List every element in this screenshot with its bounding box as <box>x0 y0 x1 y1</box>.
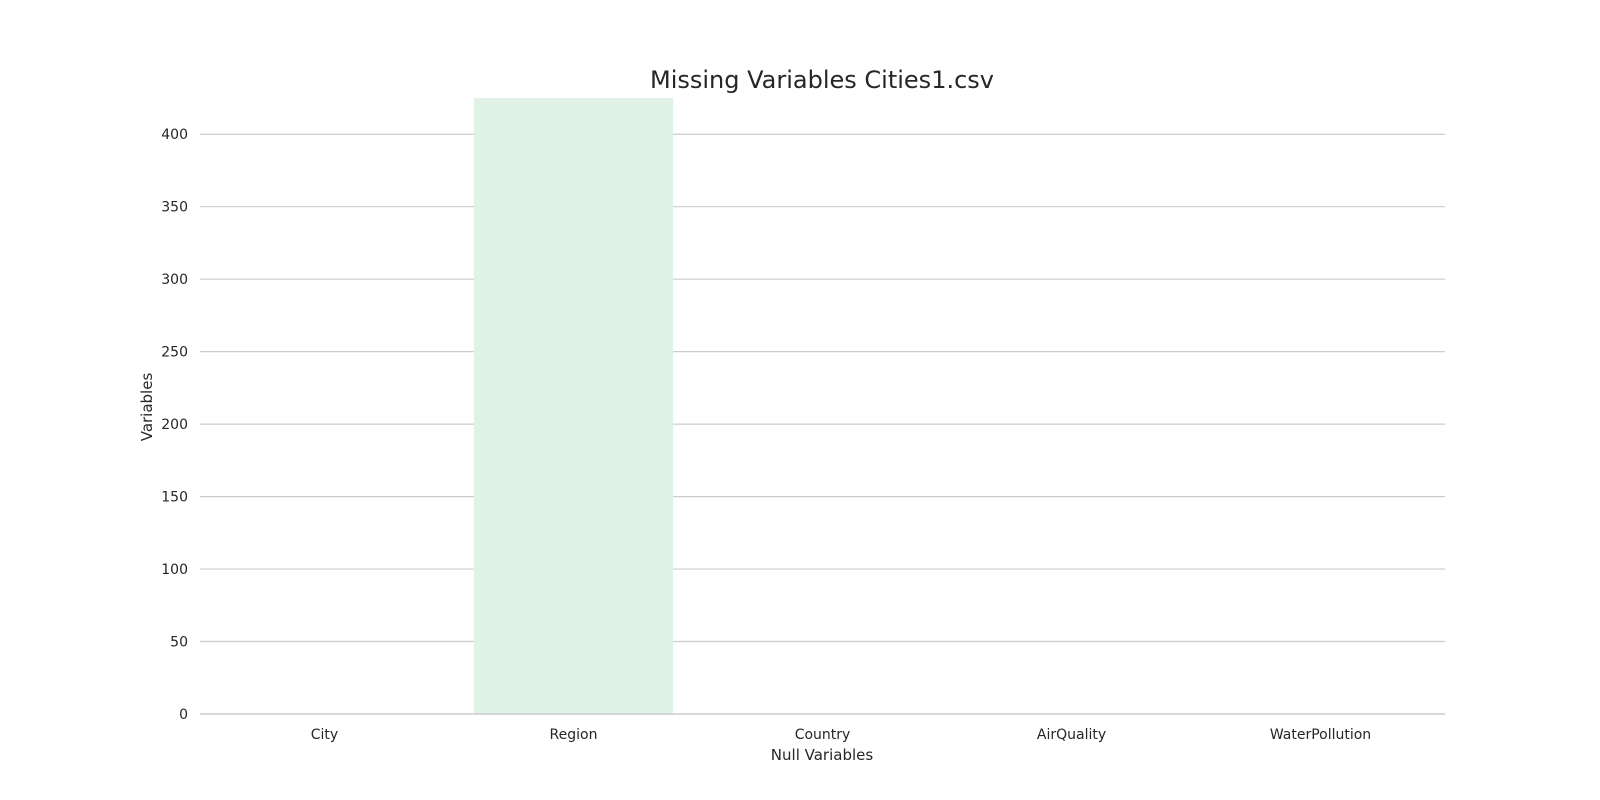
y-tick-label: 350 <box>161 200 188 216</box>
x-tick-label: Country <box>795 727 851 743</box>
x-tick-label: AirQuality <box>1037 727 1106 743</box>
gridlines <box>200 133 1445 643</box>
y-tick-label: 50 <box>170 635 188 651</box>
x-tick-label: WaterPollution <box>1270 727 1371 743</box>
y-tick-label: 150 <box>161 490 188 506</box>
y-axis-label: Variables <box>138 373 156 442</box>
x-tick-labels: City Region Country AirQuality WaterPollutio… <box>311 727 1371 743</box>
y-tick-label: 250 <box>161 345 188 361</box>
bar-region <box>473 98 674 714</box>
y-tick-label: 0 <box>179 707 188 723</box>
bars <box>473 98 674 714</box>
y-tick-labels: 0 50 100 150 200 250 300 350 400 <box>161 127 188 723</box>
y-tick-label: 300 <box>161 272 188 288</box>
chart-title: Missing Variables Cities1.csv <box>650 66 994 94</box>
x-tick-label: City <box>311 727 338 743</box>
x-axis-label: Null Variables <box>771 746 874 764</box>
y-tick-label: 400 <box>161 127 188 143</box>
y-tick-label: 100 <box>161 562 188 578</box>
y-tick-label: 200 <box>161 417 188 433</box>
x-tick-label: Region <box>550 727 598 743</box>
